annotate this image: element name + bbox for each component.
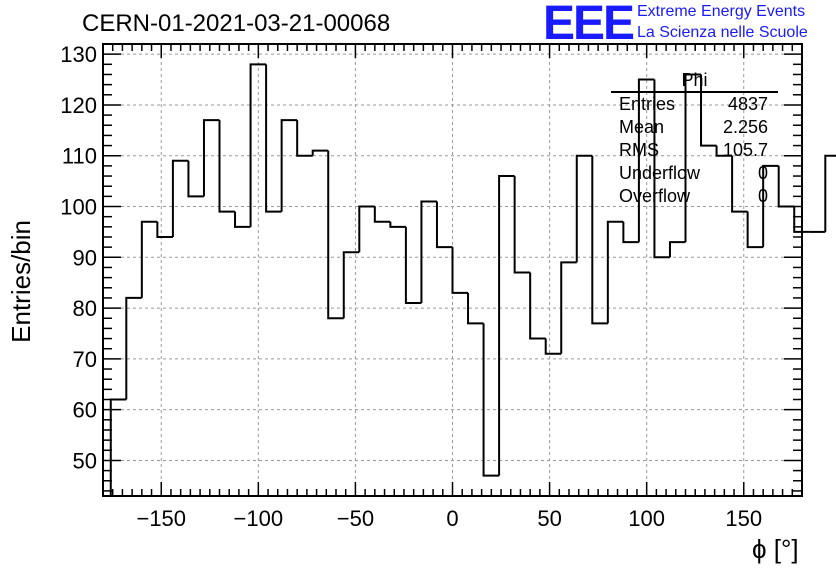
stats-label: Underflow	[619, 163, 701, 183]
stats-value: 0	[757, 163, 768, 183]
histogram-bin	[637, 78, 655, 243]
logo-subtitle-1: Extreme Energy Events	[637, 3, 806, 20]
histogram-bin	[249, 63, 267, 227]
histogram-bin	[575, 154, 593, 263]
stats-name: Phi	[611, 70, 778, 93]
histogram-bin	[715, 145, 733, 157]
histogram-bin	[280, 119, 298, 212]
histogram-bin	[668, 241, 686, 258]
x-tick-label: −50	[337, 506, 374, 531]
stats-row-overflow: Overflow 0	[611, 185, 778, 208]
histogram-bin	[373, 206, 391, 223]
histogram-bin	[684, 73, 702, 243]
histogram-bin	[560, 261, 577, 354]
stats-value: 105.7	[722, 140, 768, 160]
histogram-bin	[125, 296, 142, 400]
histogram-bin	[498, 175, 515, 476]
x-tick-label: 150	[725, 506, 762, 531]
stats-row-mean: Mean 2.256	[611, 116, 778, 139]
stats-value: 2.256	[722, 117, 768, 137]
histogram-bin	[529, 272, 546, 340]
histogram-bin	[544, 338, 562, 355]
histogram-bin	[467, 292, 484, 325]
y-tick-label: 120	[60, 93, 97, 118]
histogram-bin	[793, 206, 810, 233]
stats-value: 0	[757, 186, 768, 206]
histogram-bin	[824, 154, 836, 232]
histogram-bin	[265, 64, 282, 213]
x-axis-label: ϕ [°]	[752, 534, 799, 564]
histogram-bin	[404, 226, 422, 305]
stats-label: RMS	[619, 140, 659, 160]
y-tick-label: 80	[73, 296, 97, 321]
run-title: CERN-01-2021-03-21-00068	[82, 10, 391, 37]
histogram-bin	[420, 200, 437, 304]
x-tick-label: −150	[136, 506, 186, 531]
histogram-bin	[700, 74, 717, 147]
stats-value: 4837	[727, 94, 768, 114]
eee-logo: EEE	[543, 0, 635, 50]
histogram-bin	[140, 220, 158, 298]
histogram-bin	[358, 205, 375, 253]
y-tick-label: 90	[73, 245, 97, 270]
histogram-bin	[653, 79, 670, 259]
histogram-bin	[218, 120, 236, 213]
histogram-bin	[731, 155, 748, 213]
histogram-bin	[435, 201, 453, 249]
histogram-bin	[513, 176, 531, 274]
histogram-bin	[591, 155, 608, 325]
histogram-bin	[296, 120, 313, 157]
histogram-bin	[777, 165, 795, 208]
histogram-bin	[187, 160, 204, 198]
histogram-bin	[171, 159, 189, 237]
histogram-bin	[311, 149, 329, 156]
stats-row-entries: Entries 4837	[611, 93, 778, 116]
histogram-bin	[342, 251, 360, 319]
histogram-bin	[762, 164, 779, 248]
histogram-bin	[202, 119, 220, 197]
histogram-bin	[389, 221, 406, 228]
x-tick-label: 50	[537, 506, 561, 531]
stats-row-rms: RMS 105.7	[611, 139, 778, 162]
histogram-bin	[746, 211, 764, 249]
y-tick-label: 50	[73, 448, 97, 473]
histogram-bin	[622, 221, 639, 244]
stats-box: Phi Entries 4837 Mean 2.256 RMS 105.7 Un…	[611, 70, 778, 208]
x-tick-label: 0	[446, 506, 458, 531]
stats-label: Entries	[619, 94, 676, 114]
histogram-bin	[451, 247, 469, 294]
stats-label: Mean	[619, 117, 665, 137]
y-tick-label: 130	[60, 42, 97, 67]
stats-label: Overflow	[619, 186, 691, 206]
histogram-bin	[327, 150, 344, 320]
y-tick-label: 60	[73, 398, 97, 423]
stats-row-underflow: Underflow 0	[611, 162, 778, 185]
y-tick-label: 70	[73, 347, 97, 372]
y-tick-label: 100	[60, 195, 97, 220]
histogram-bin	[109, 398, 127, 496]
histogram-bin	[156, 221, 173, 238]
y-tick-label: 110	[62, 144, 97, 169]
histogram-bin	[482, 323, 500, 477]
y-axis-label: Entries/bin	[6, 220, 36, 343]
x-tick-label: −100	[234, 506, 284, 531]
logo-subtitle-2: La Scienza nelle Scuole	[637, 24, 808, 41]
histogram-bin	[606, 220, 624, 324]
x-tick-label: 100	[628, 506, 665, 531]
histogram-bin	[234, 211, 251, 228]
